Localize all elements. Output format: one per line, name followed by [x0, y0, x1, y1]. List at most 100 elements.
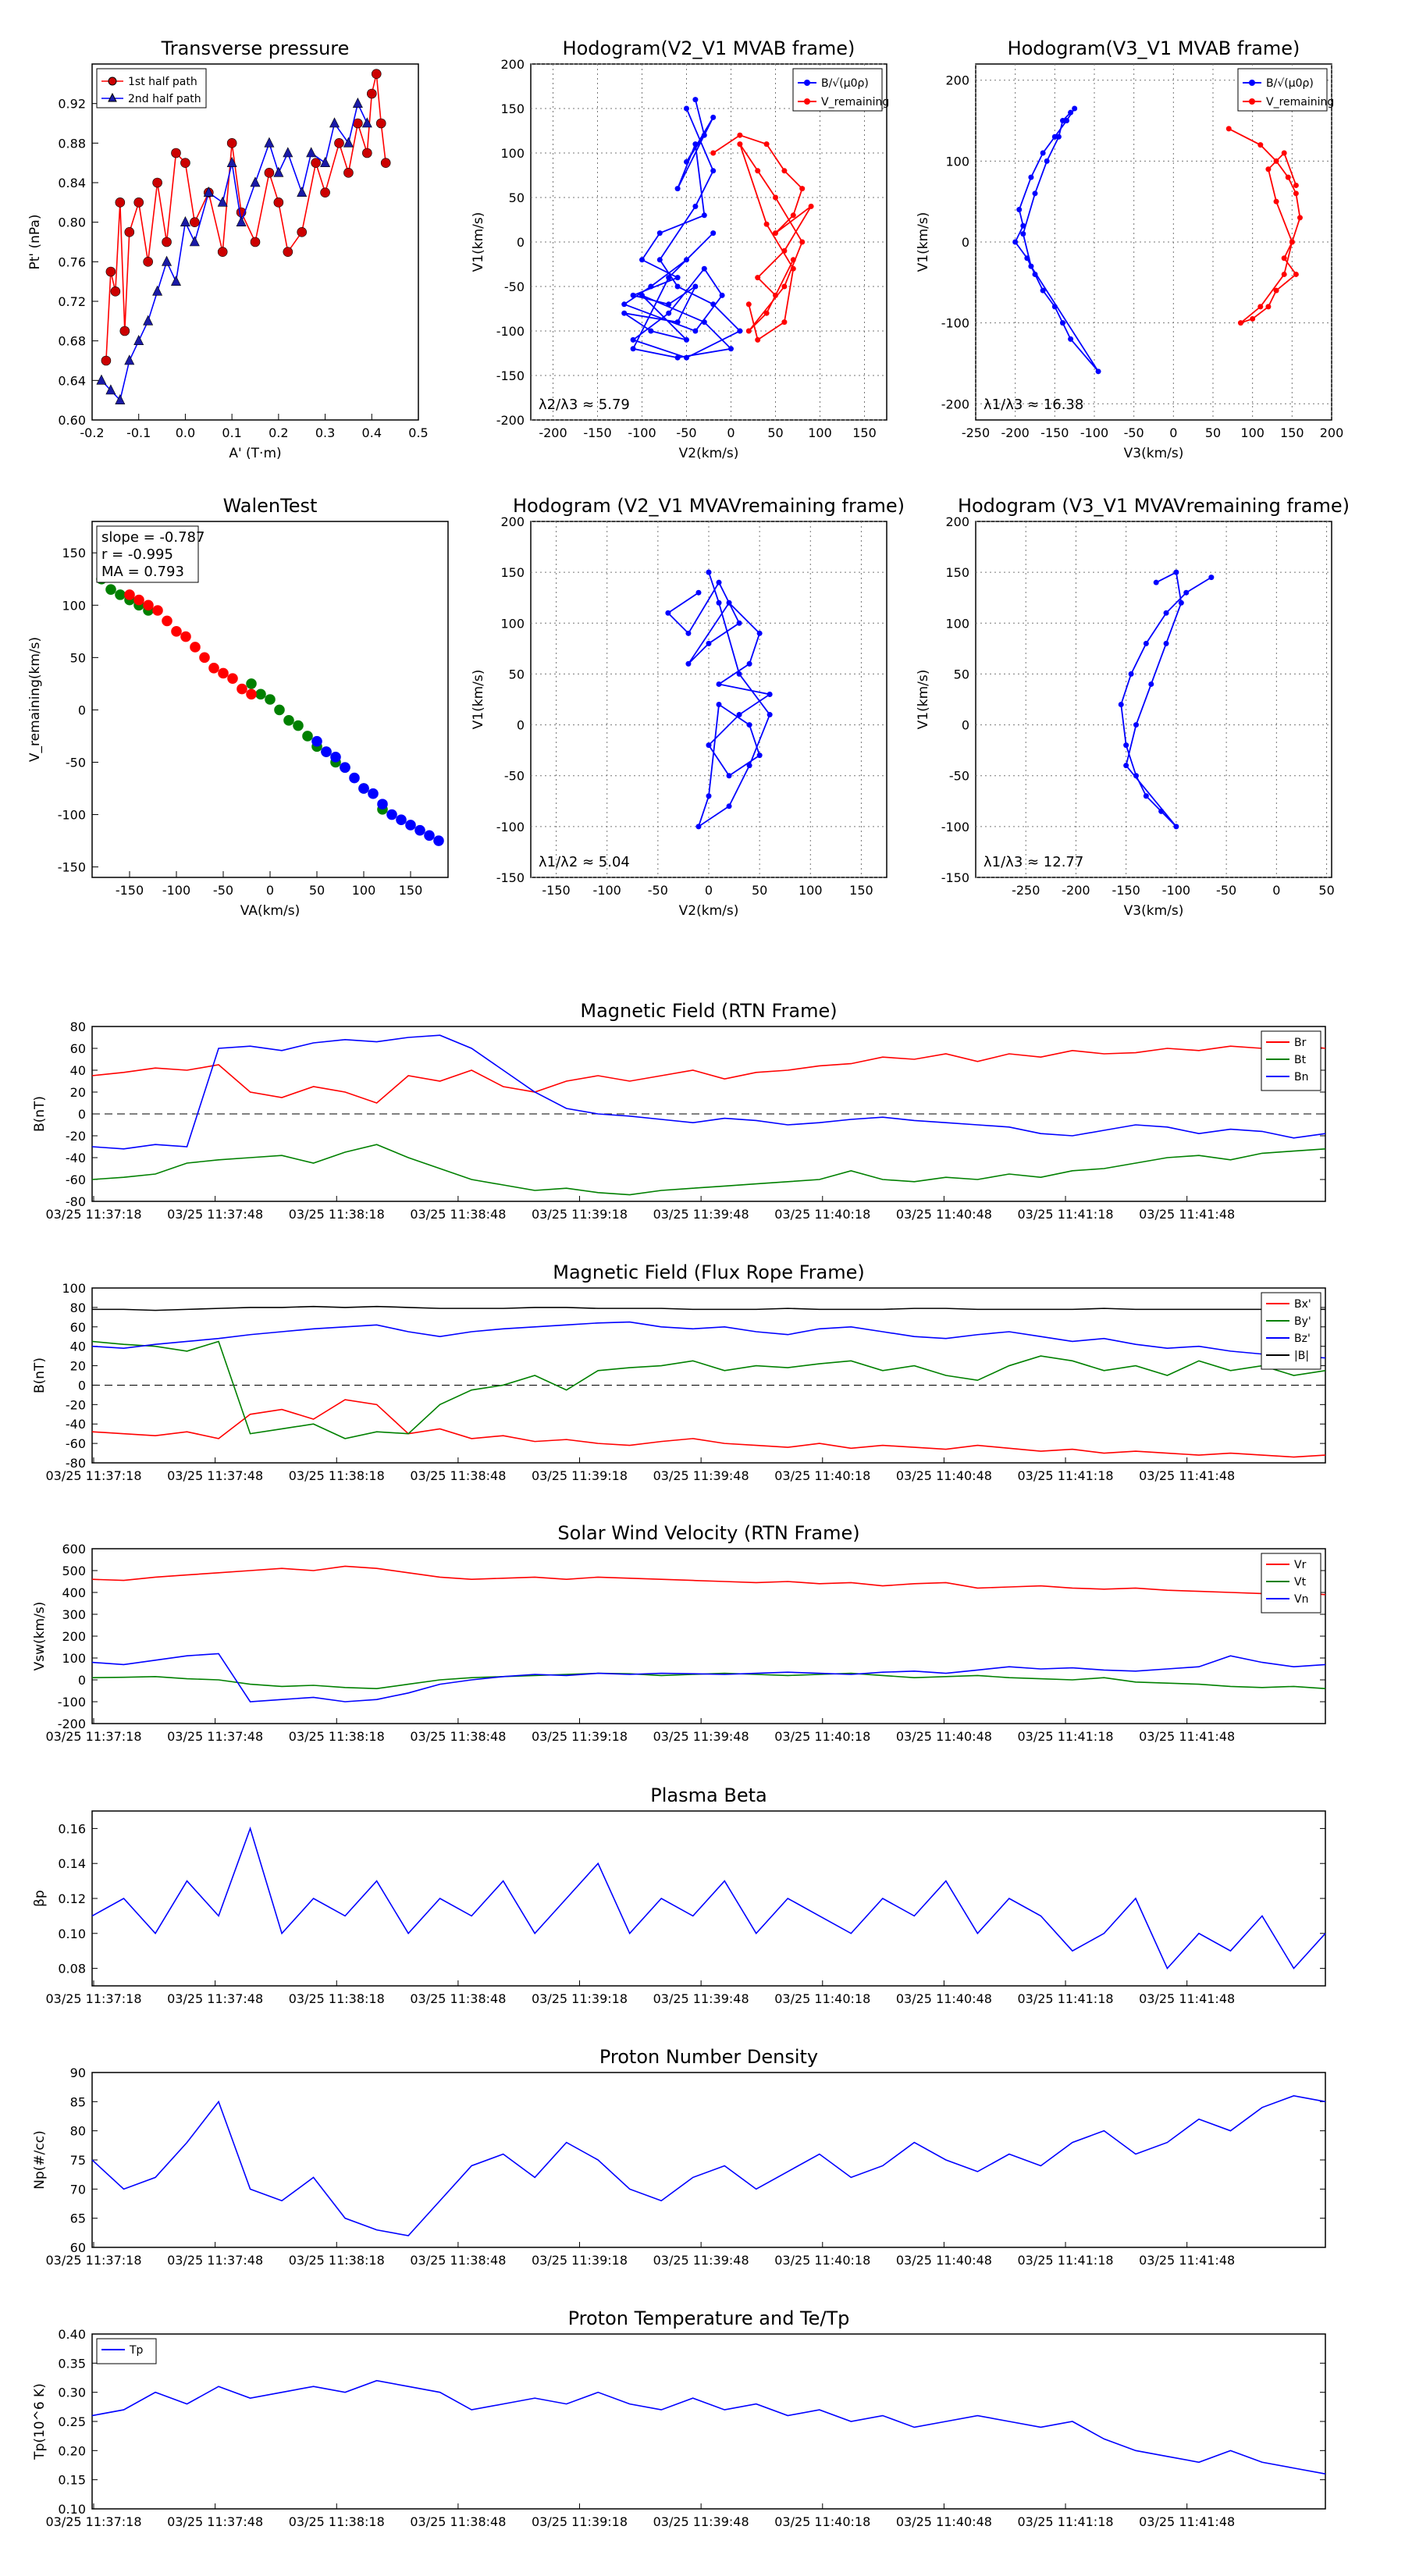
y-tick-label: 80: [70, 1300, 86, 1315]
data-point: [190, 642, 201, 653]
x-tick-label: 150: [849, 883, 873, 898]
data-point: [630, 292, 636, 298]
y-tick-label: 0: [962, 235, 969, 250]
data-point: [1293, 182, 1299, 188]
data-point: [361, 117, 372, 128]
data-point: [1158, 808, 1165, 814]
y-axis-label: V1(km/s): [471, 670, 486, 730]
data-point: [726, 773, 732, 779]
y-tick-label: 100: [62, 1281, 86, 1296]
data-point: [162, 615, 173, 627]
chart-pt: Transverse pressure -0.2 -0.1 0.0 0.1 0.2 0.3 0…: [27, 37, 429, 461]
data-point: [745, 301, 752, 308]
data-point: [217, 247, 228, 257]
y-tick-label: 0.25: [58, 2414, 86, 2429]
data-point: [110, 286, 121, 297]
legend-label: Bn: [1294, 1071, 1308, 1083]
series-line: [713, 134, 812, 341]
data-point: [767, 712, 773, 718]
x-tick-label: 03/25 11:38:48: [410, 1991, 506, 2006]
data-point: [377, 799, 388, 809]
data-point: [728, 346, 734, 352]
chart-b_rtn: Magnetic Field (RTN Frame) -80 -60 -40 -20 0 2…: [32, 1000, 1326, 1222]
data-point: [716, 600, 722, 606]
legend-marker: [108, 76, 117, 86]
data-point: [710, 168, 717, 174]
y-tick-label: 100: [500, 616, 525, 631]
data-point: [808, 203, 814, 209]
data-point: [396, 814, 407, 826]
y-tick-label: 200: [945, 514, 969, 529]
chart-title: Plasma Beta: [650, 1784, 767, 1806]
x-tick-label: -100: [1162, 883, 1190, 898]
x-tick-label: 03/25 11:41:48: [1139, 2514, 1235, 2529]
data-point: [1055, 133, 1062, 140]
y-tick-label: 150: [500, 101, 525, 116]
x-tick-label: 50: [767, 425, 783, 440]
data-point: [1133, 722, 1140, 728]
y-tick-label: 300: [62, 1607, 86, 1622]
series-line: [667, 571, 772, 829]
x-tick-label: -50: [213, 883, 233, 898]
data-point: [674, 283, 681, 290]
data-point: [1173, 824, 1179, 830]
y-axis-label: Np(#/cc): [32, 2130, 48, 2189]
chart-title: Hodogram (V3_V1 MVAVremaining frame): [958, 495, 1350, 517]
x-tick-label: 03/25 11:37:18: [45, 2514, 141, 2529]
x-tick-label: 03/25 11:37:48: [167, 2514, 263, 2529]
y-tick-label: -150: [496, 870, 525, 885]
legend: B/√(μ0ρ) V_remaining: [1237, 68, 1334, 112]
y-tick-label: -100: [496, 324, 525, 339]
series-line: [105, 73, 386, 361]
x-tick-label: 150: [1280, 425, 1304, 440]
data-point: [293, 720, 304, 731]
data-point: [246, 688, 257, 700]
y-tick-label: -100: [941, 820, 969, 834]
data-point: [790, 257, 796, 263]
chart-vsw: Solar Wind Velocity (RTN Frame) -200 -100 0…: [32, 1522, 1326, 1744]
y-axis-label: V1(km/s): [916, 670, 931, 730]
data-point: [656, 230, 663, 237]
data-point: [380, 158, 391, 168]
x-tick-label: 100: [808, 425, 832, 440]
data-point: [101, 355, 112, 366]
y-tick-label: 0: [78, 1107, 86, 1122]
chart-title: WalenTest: [223, 495, 318, 517]
y-tick-label: 100: [945, 154, 969, 169]
data-point: [781, 247, 788, 254]
data-point: [1225, 126, 1232, 132]
x-tick-label: 03/25 11:39:48: [653, 1729, 749, 1744]
legend: 1st half path 2nd half path: [96, 68, 207, 109]
series-line-Np: [91, 2095, 1326, 2236]
data-point: [790, 265, 796, 272]
data-point: [1051, 304, 1058, 310]
data-point: [716, 579, 722, 585]
legend-label: Vt: [1294, 1576, 1307, 1589]
x-tick-label: 03/25 11:37:18: [45, 1991, 141, 2006]
data-point: [1059, 320, 1065, 326]
x-tick-label: 03/25 11:38:48: [410, 1207, 506, 1222]
x-tick-label: 03/25 11:41:18: [1018, 1207, 1114, 1222]
data-point: [321, 746, 332, 757]
plot-frame: [91, 2072, 1326, 2248]
data-point: [162, 237, 172, 247]
data-point: [264, 137, 275, 148]
x-tick-label: -250: [1012, 883, 1040, 898]
x-tick-label: 03/25 11:38:18: [289, 1207, 385, 1222]
x-tick-label: 50: [309, 883, 325, 898]
x-tick-label: 0.0: [176, 425, 195, 440]
data-point: [1178, 600, 1184, 606]
data-point: [1265, 166, 1272, 173]
y-tick-label: 200: [945, 73, 969, 88]
data-point: [706, 742, 712, 749]
x-tick-label: 03/25 11:39:48: [653, 1207, 749, 1222]
x-tick-label: 0.4: [362, 425, 382, 440]
data-point: [719, 292, 725, 298]
x-tick-label: 03/25 11:40:18: [774, 1991, 870, 2006]
legend: Br Bt Bn: [1261, 1030, 1321, 1091]
chart-title: Magnetic Field (RTN Frame): [580, 1000, 837, 1022]
legend-marker: [804, 98, 810, 105]
data-point: [1016, 207, 1023, 213]
y-tick-label: -150: [941, 870, 969, 885]
chart-title: Magnetic Field (Flux Rope Frame): [553, 1261, 864, 1283]
